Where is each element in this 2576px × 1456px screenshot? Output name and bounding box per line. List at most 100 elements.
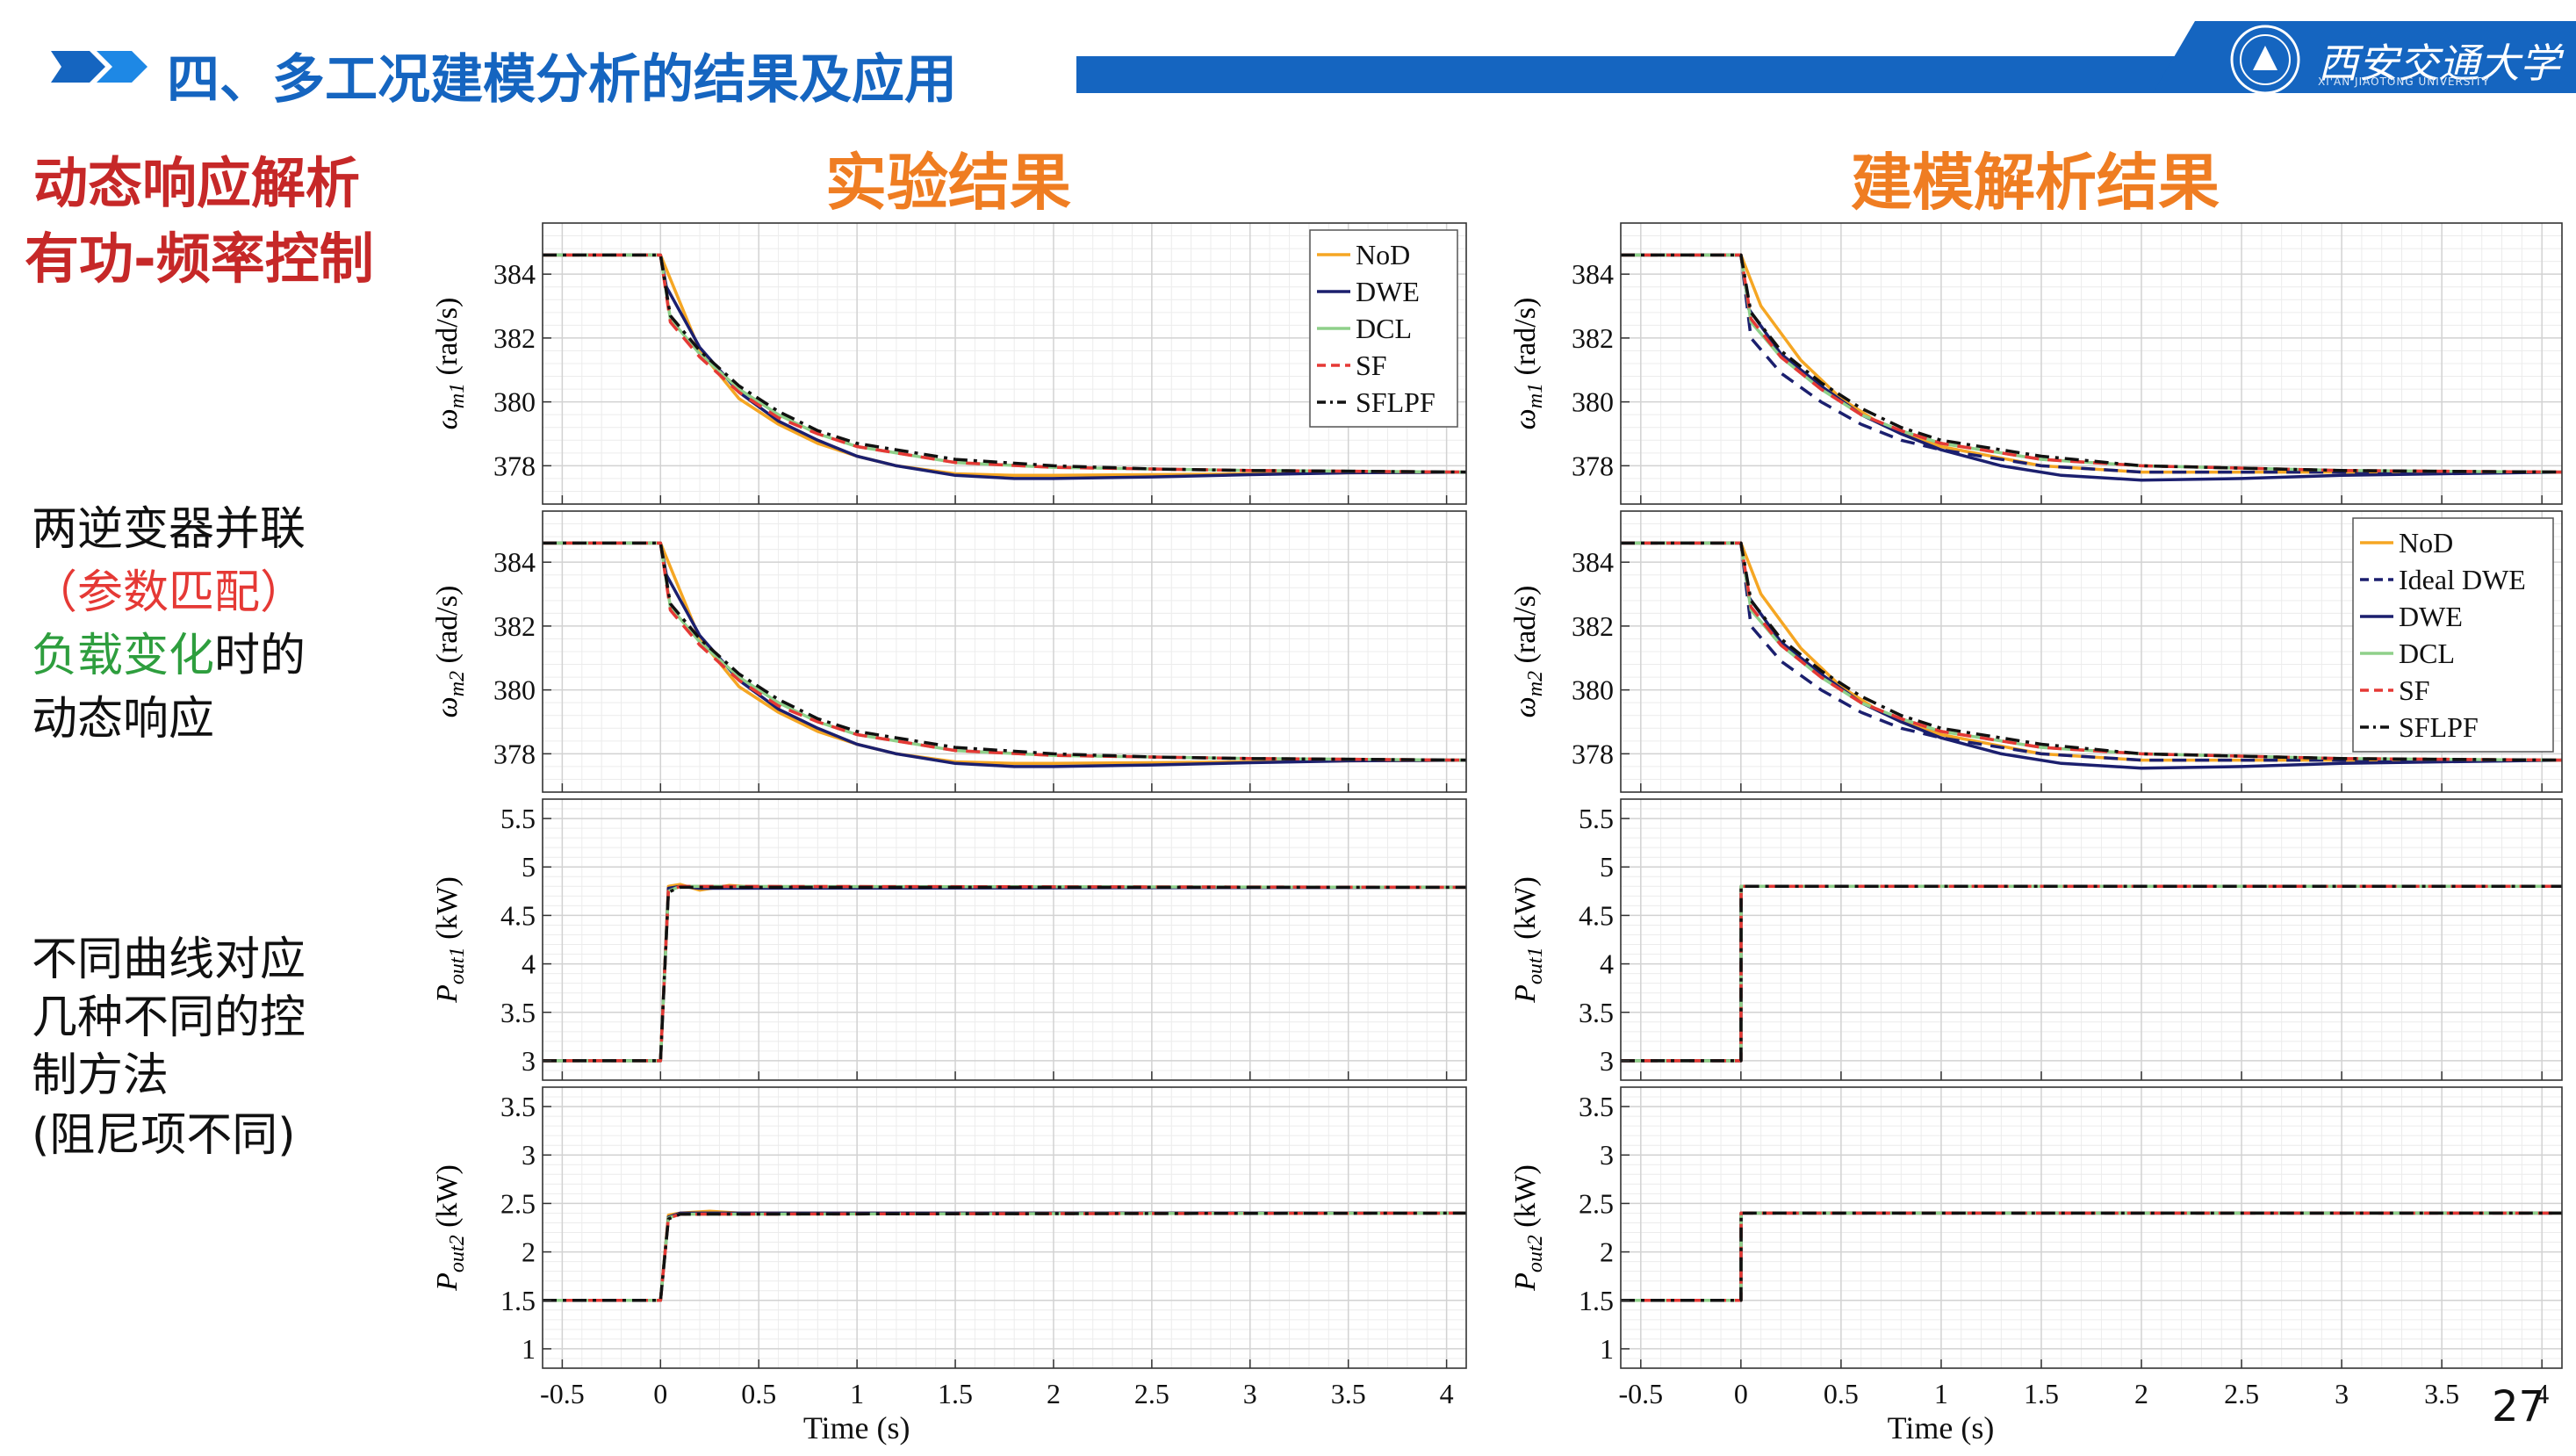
- series-group: [1621, 884, 2562, 1063]
- y-tick-label: 4.5: [500, 899, 536, 931]
- plot-frame: [542, 798, 1467, 1081]
- y-tick-label: 382: [1572, 610, 1614, 642]
- x-tick-label: 1: [1934, 1378, 1948, 1409]
- series-line-sflpf: [543, 253, 1466, 474]
- plot-background: [1621, 1087, 2562, 1368]
- series-line-sf: [543, 253, 1466, 474]
- y-tick-label: 378: [493, 738, 536, 769]
- y-tick-label: 380: [1572, 386, 1614, 418]
- note-line: 不同曲线对应: [32, 933, 306, 986]
- y-axis-label: ωm1 (rad/s): [1509, 298, 1547, 430]
- note-line: 制方法: [32, 1049, 169, 1102]
- x-axis-label: Time (s): [1888, 1410, 1995, 1445]
- y-axis-label: Pout2 (kW): [1509, 1164, 1547, 1292]
- y-tick-label: 2: [1600, 1236, 1614, 1268]
- x-tick-label: 1.5: [938, 1378, 973, 1409]
- y-tick-label: 1: [522, 1333, 536, 1365]
- x-tick-label: 4: [2535, 1378, 2549, 1409]
- y-tick-label: 1.5: [500, 1285, 536, 1316]
- subplot: 378 380 382 384 ωm2 (rad/s): [431, 510, 1467, 793]
- plot-background: [543, 799, 1466, 1080]
- legend-label: NoD: [1356, 239, 1410, 270]
- y-axis-label: Pout1 (kW): [1509, 876, 1547, 1004]
- x-tick-label: 0: [1734, 1378, 1748, 1409]
- series-group: [543, 1209, 1466, 1302]
- section-title-line2: 有功-频率控制: [25, 227, 374, 291]
- y-axis-label: Pout2 (kW): [431, 1164, 469, 1292]
- plot-background: [1621, 799, 2562, 1080]
- x-tick-label: 2.5: [1134, 1378, 1169, 1409]
- y-tick-label: 382: [493, 610, 536, 642]
- x-tick-label: 2: [2134, 1378, 2148, 1409]
- y-tick-label: 2: [522, 1236, 536, 1268]
- series-line-ideal-dwe: [1621, 541, 2562, 762]
- plot-frame: [1620, 1086, 2563, 1369]
- y-tick-label: 3: [1600, 1045, 1614, 1077]
- plot-frame: [1620, 510, 2563, 793]
- y-tick-label: 384: [493, 258, 536, 290]
- description-segment: 时的: [214, 630, 306, 682]
- plot-frame: [542, 1086, 1467, 1369]
- x-tick-label: 0.5: [741, 1378, 776, 1409]
- x-tick-label: -0.5: [1618, 1378, 1663, 1409]
- x-tick-label: 3.5: [1331, 1378, 1366, 1409]
- header-decoration: [51, 21, 2576, 95]
- description-segment: 两逆变器并联: [32, 503, 306, 556]
- description-line: 两逆变器并联: [32, 492, 306, 558]
- y-tick-label: 378: [1572, 450, 1614, 481]
- page-title: 四、多工况建模分析的结果及应用: [167, 49, 957, 111]
- description-segment: 负载变化: [32, 630, 215, 682]
- page-number: 27: [2492, 1382, 2546, 1431]
- series-line-sf: [543, 1211, 1466, 1302]
- y-tick-label: 5.5: [1579, 803, 1614, 834]
- x-tick-label: 2.5: [2224, 1378, 2259, 1409]
- y-tick-label: 2.5: [1579, 1187, 1614, 1219]
- section-title-line1: 动态响应解析: [33, 151, 361, 215]
- y-tick-label: 4.5: [1579, 899, 1614, 931]
- legend-label: DWE: [2399, 601, 2463, 632]
- description-line: 动态响应: [32, 681, 214, 747]
- legend-label: NoD: [2399, 527, 2453, 559]
- y-tick-label: 380: [493, 674, 536, 706]
- plot-frame: [542, 510, 1467, 793]
- y-axis-label: Pout1 (kW): [431, 876, 469, 1004]
- subplot: 3 3.5 4 4.5 5 5.5 Pout1 (kW): [1509, 798, 2563, 1081]
- x-axis-label: Time (s): [803, 1410, 910, 1445]
- series-line-ideal-dwe: [1621, 253, 2562, 474]
- plot-frame: [1620, 798, 2563, 1081]
- logo-banner: [2153, 21, 2576, 93]
- model-column-title: 建模解析结果: [1851, 147, 2220, 219]
- legend-label: SF: [2399, 674, 2430, 706]
- y-tick-label: 3.5: [500, 1091, 536, 1122]
- legend-label: Ideal DWE: [2399, 564, 2526, 595]
- university-seal-icon: [2230, 25, 2300, 95]
- legend-label: SFLPF: [2399, 711, 2479, 743]
- x-tick-label: 3.5: [2424, 1378, 2459, 1409]
- university-logo-subtitle: XI'AN JIAOTONG UNIVERSITY: [2318, 76, 2490, 88]
- series-group: [1621, 541, 2562, 770]
- series-line-sflpf: [543, 1211, 1466, 1302]
- x-tick-label: 3: [1243, 1378, 1257, 1409]
- legend-label: DCL: [1356, 313, 1412, 344]
- legend: NoD Ideal DWE DWE DCL SF SFLPF: [2352, 517, 2554, 753]
- y-tick-label: 5: [1600, 851, 1614, 883]
- y-tick-label: 3: [522, 1139, 536, 1171]
- legend-label: SFLPF: [1356, 386, 1436, 418]
- legend-box: [2352, 517, 2554, 753]
- x-tick-label: 0: [653, 1378, 667, 1409]
- x-tick-label: -0.5: [540, 1378, 585, 1409]
- x-tick-label: 4: [1440, 1378, 1454, 1409]
- series-group: [543, 253, 1466, 480]
- series-line-sflpf: [1621, 1211, 2562, 1302]
- series-group: [1621, 1211, 2562, 1302]
- y-axis-label: ωm2 (rad/s): [431, 586, 469, 718]
- series-line-sflpf: [1621, 884, 2562, 1063]
- series-line-sf: [543, 884, 1466, 1063]
- plot-frame: [542, 222, 1467, 505]
- series-line-sflpf: [1621, 541, 2562, 762]
- experiment-column-title: 实验结果: [825, 147, 1071, 219]
- university-logo-text: 西安交通大学: [2318, 40, 2560, 87]
- x-tick-label: 1: [850, 1378, 864, 1409]
